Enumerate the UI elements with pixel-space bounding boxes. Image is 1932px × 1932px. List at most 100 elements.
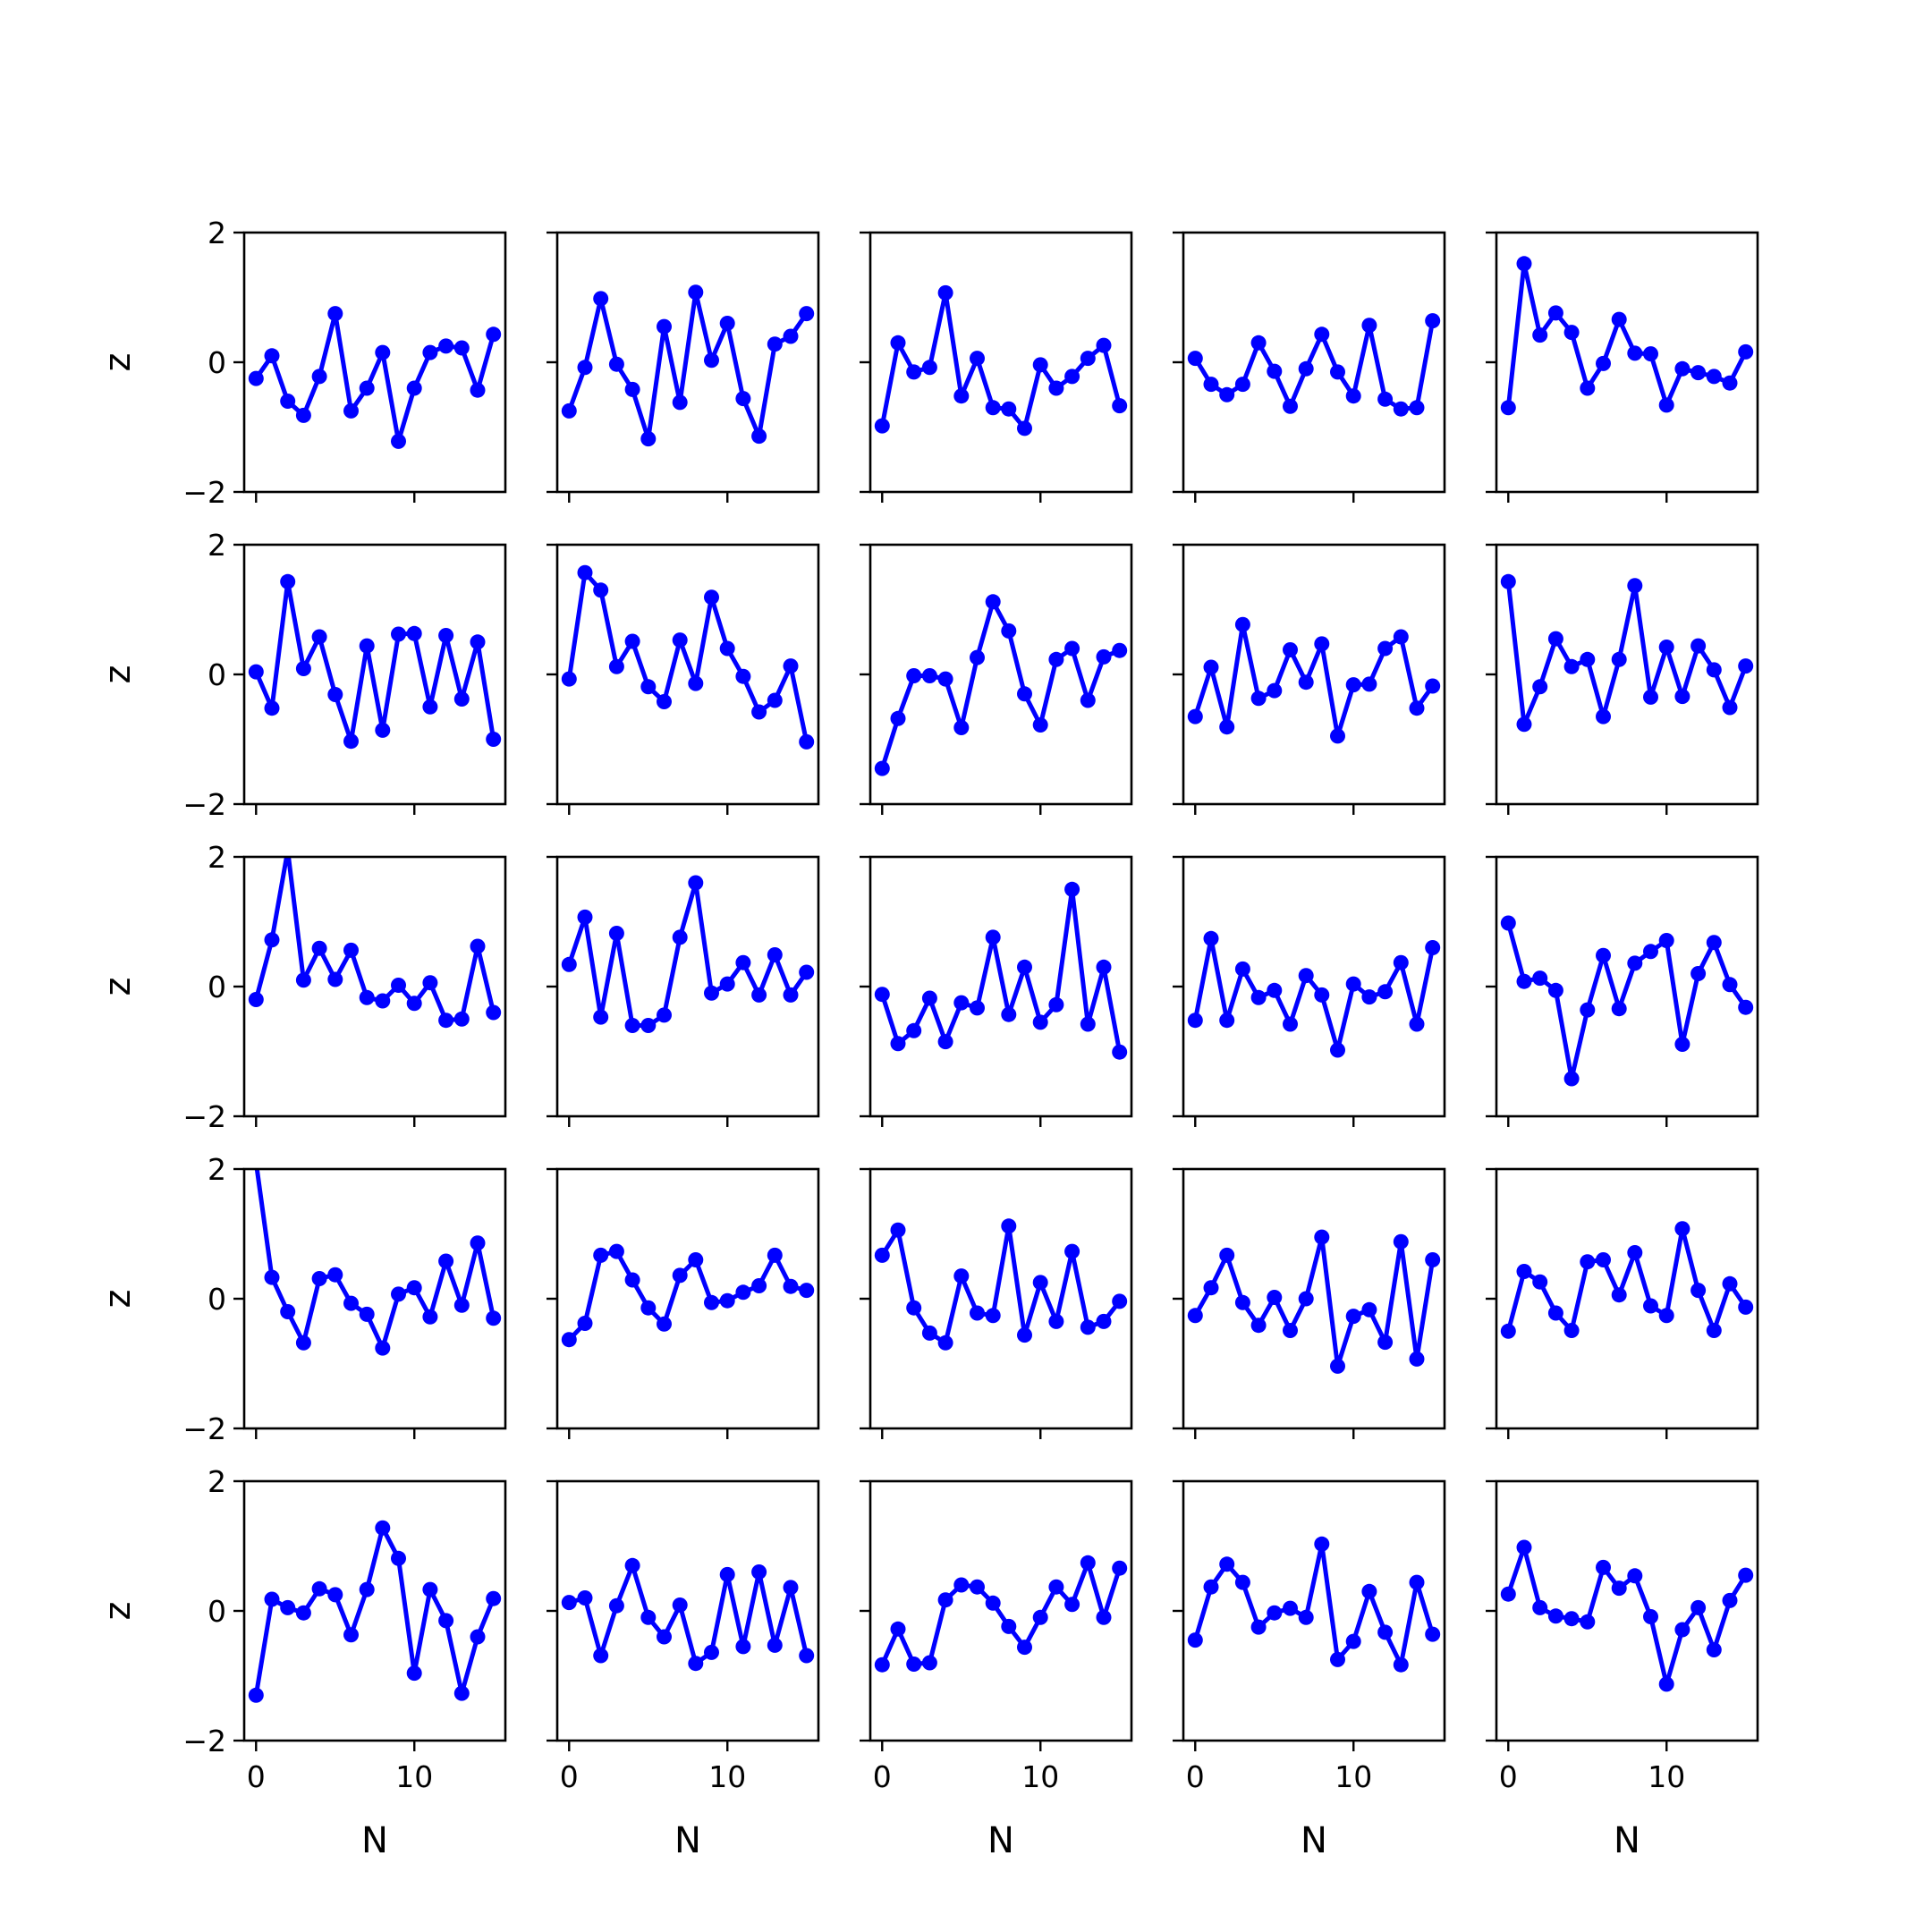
- data-point: [1112, 398, 1128, 414]
- series-line: [879, 886, 1123, 1053]
- data-point: [970, 1579, 985, 1595]
- x-axis-label: N: [674, 1820, 701, 1861]
- data-point: [1377, 984, 1394, 1000]
- y-axis-label: z: [97, 978, 139, 996]
- data-point: [1219, 719, 1235, 735]
- data-point: [1377, 640, 1394, 657]
- data-point: [295, 972, 311, 988]
- data-point: [906, 1300, 922, 1316]
- data-point: [295, 1335, 311, 1351]
- subplot-r4-c1: 0 10N: [547, 1479, 820, 1861]
- data-point: [1345, 677, 1361, 693]
- data-point: [1393, 1657, 1409, 1673]
- data-point: [1738, 999, 1754, 1015]
- data-point: [1393, 954, 1409, 970]
- series-group: [1187, 930, 1441, 1058]
- data-point: [1283, 1323, 1298, 1338]
- x-tick-label: 0: [247, 1759, 266, 1794]
- data-point: [422, 1309, 438, 1325]
- data-point: [593, 1247, 609, 1263]
- data-point: [1722, 1592, 1738, 1608]
- data-point: [672, 929, 688, 945]
- data-point: [264, 1269, 280, 1285]
- data-point: [1722, 375, 1738, 391]
- data-point: [453, 1011, 470, 1027]
- y-tick-label: 2: [208, 528, 226, 563]
- data-point: [751, 987, 767, 1003]
- data-point: [704, 985, 719, 1001]
- data-point: [640, 679, 657, 695]
- data-point: [1516, 973, 1532, 989]
- data-point: [1048, 1313, 1064, 1329]
- data-point: [799, 1648, 815, 1664]
- subplot-r3-c2: [860, 1167, 1133, 1439]
- data-point: [264, 1591, 280, 1607]
- data-point: [704, 1644, 719, 1660]
- data-point: [295, 1605, 311, 1621]
- data-point: [343, 402, 359, 419]
- x-tick-label: 10: [395, 1759, 433, 1794]
- data-point: [735, 391, 751, 407]
- data-point: [657, 1629, 672, 1645]
- data-point: [1377, 1335, 1394, 1351]
- data-point: [783, 987, 799, 1003]
- data-point: [767, 947, 783, 962]
- subplot-r2-c2: [860, 855, 1133, 1127]
- data-point: [1032, 1275, 1048, 1291]
- data-point: [438, 628, 454, 643]
- y-tick-label: 0: [208, 970, 226, 1004]
- data-point: [343, 733, 359, 750]
- series-group: [561, 1243, 815, 1348]
- data-point: [874, 1657, 890, 1673]
- data-point: [1627, 955, 1643, 971]
- data-point: [1345, 976, 1361, 992]
- data-point: [264, 932, 280, 948]
- y-tick-label: 0: [208, 345, 226, 380]
- data-point: [985, 594, 1001, 610]
- data-point: [1706, 935, 1722, 951]
- data-point: [890, 335, 906, 351]
- data-point: [1001, 1006, 1017, 1022]
- data-point: [1096, 959, 1112, 975]
- data-point: [1187, 1013, 1203, 1029]
- data-point: [1330, 728, 1345, 744]
- data-point: [1377, 391, 1394, 407]
- data-point: [1330, 364, 1345, 380]
- data-point: [438, 338, 454, 354]
- data-point: [657, 694, 672, 709]
- series-group: [1187, 313, 1441, 417]
- subplot-r2-c1: [547, 855, 820, 1127]
- series-group: [1187, 1229, 1441, 1374]
- series-line: [1505, 922, 1748, 1081]
- data-point: [359, 1306, 375, 1322]
- series-group: [561, 284, 815, 447]
- data-point: [1298, 360, 1314, 377]
- series-line: [254, 1169, 496, 1351]
- series-group: [248, 857, 502, 1029]
- data-point: [688, 875, 704, 891]
- series-line: [254, 579, 496, 744]
- data-point: [657, 1007, 672, 1023]
- data-point: [906, 1022, 922, 1038]
- data-point: [1738, 1299, 1754, 1315]
- series-line: [254, 311, 496, 444]
- data-point: [657, 318, 672, 335]
- data-point: [1234, 1294, 1250, 1310]
- data-point: [624, 1018, 640, 1033]
- data-point: [1234, 377, 1250, 393]
- data-point: [921, 1655, 937, 1671]
- data-point: [438, 1013, 454, 1029]
- data-point: [1674, 689, 1690, 705]
- data-point: [1080, 351, 1096, 367]
- y-tick-label: 0: [208, 1594, 226, 1629]
- y-tick-label: 2: [208, 840, 226, 875]
- data-point: [688, 1656, 704, 1672]
- data-point: [391, 1286, 406, 1302]
- data-point: [453, 340, 470, 356]
- data-point: [577, 1316, 593, 1331]
- data-point: [1611, 651, 1627, 667]
- data-point: [1080, 692, 1096, 708]
- y-axis-label: z: [97, 353, 139, 372]
- data-point: [1203, 377, 1219, 393]
